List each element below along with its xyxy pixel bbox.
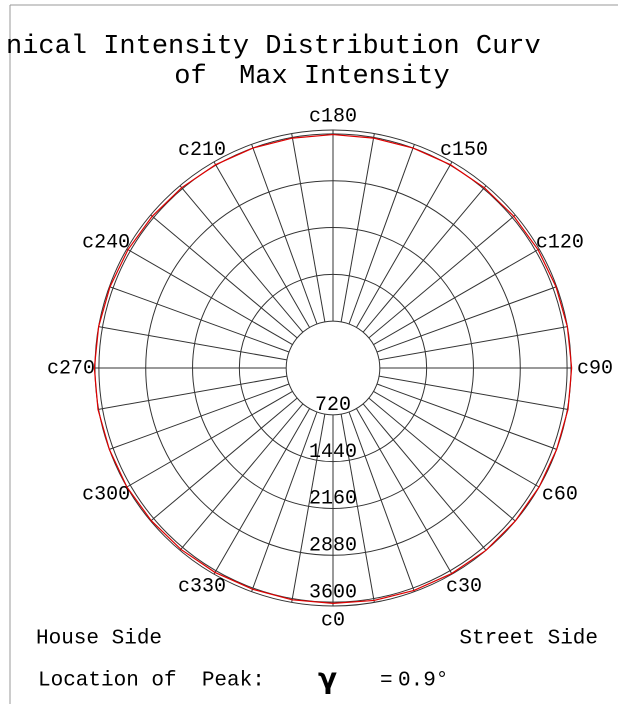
spoke (376, 383, 557, 450)
spoke (355, 161, 453, 328)
spoke (251, 144, 318, 325)
angle-tick-label: c180 (309, 105, 357, 128)
spoke (340, 133, 375, 322)
r-tick-label: 720 (315, 394, 351, 417)
angle-tick-label: c90 (577, 357, 613, 380)
r-tick-label: 2880 (309, 535, 357, 558)
spoke (179, 185, 304, 333)
spoke (109, 286, 290, 353)
spoke (379, 375, 568, 410)
spoke (379, 326, 568, 361)
intensity-curve (93, 133, 573, 605)
spoke (98, 326, 287, 361)
spoke (291, 414, 326, 603)
spoke (368, 397, 516, 522)
r-tick-label: 3600 (309, 581, 357, 604)
spoke (213, 161, 311, 328)
angle-tick-label: c270 (47, 357, 95, 380)
spoke (179, 403, 304, 551)
angle-tick-label: c300 (82, 483, 130, 506)
spoke (126, 390, 293, 488)
peak-value: 0.9° (398, 670, 448, 693)
angle-tick-label: c60 (542, 483, 578, 506)
spoke (373, 390, 540, 488)
spoke (355, 408, 453, 575)
angle-tick-label: c240 (82, 231, 130, 254)
r-tick-label: 2160 (309, 488, 357, 511)
spoke (126, 248, 293, 346)
chart-title: nical Intensity Distribution Curv (6, 32, 541, 62)
angle-tick-label: c330 (178, 576, 226, 599)
spoke (348, 144, 415, 325)
right-label: Street Side (459, 628, 598, 651)
left-label: House Side (36, 628, 162, 651)
spoke (376, 286, 557, 353)
spoke (368, 214, 516, 339)
spoke (150, 397, 298, 522)
r-tick-label: 1440 (309, 441, 357, 464)
angle-tick-label: c210 (178, 139, 226, 162)
spoke (213, 408, 311, 575)
spoke (373, 248, 540, 346)
angle-tick-label: c120 (536, 231, 584, 254)
spoke (291, 133, 326, 322)
spoke (150, 214, 298, 339)
spoke (109, 383, 290, 450)
peak-label: Location of Peak: (38, 670, 265, 693)
spoke (251, 411, 318, 592)
peak-symbol: γ (318, 662, 337, 695)
spoke (340, 414, 375, 603)
peak-eq: = (380, 670, 393, 693)
spoke (348, 411, 415, 592)
spoke (362, 403, 487, 551)
spoke (362, 185, 487, 333)
spoke (98, 375, 287, 410)
angle-tick-label: c30 (446, 576, 482, 599)
angle-tick-label: c0 (321, 609, 345, 632)
angle-tick-label: c150 (440, 139, 488, 162)
chart-title: of Max Intensity (174, 62, 449, 92)
